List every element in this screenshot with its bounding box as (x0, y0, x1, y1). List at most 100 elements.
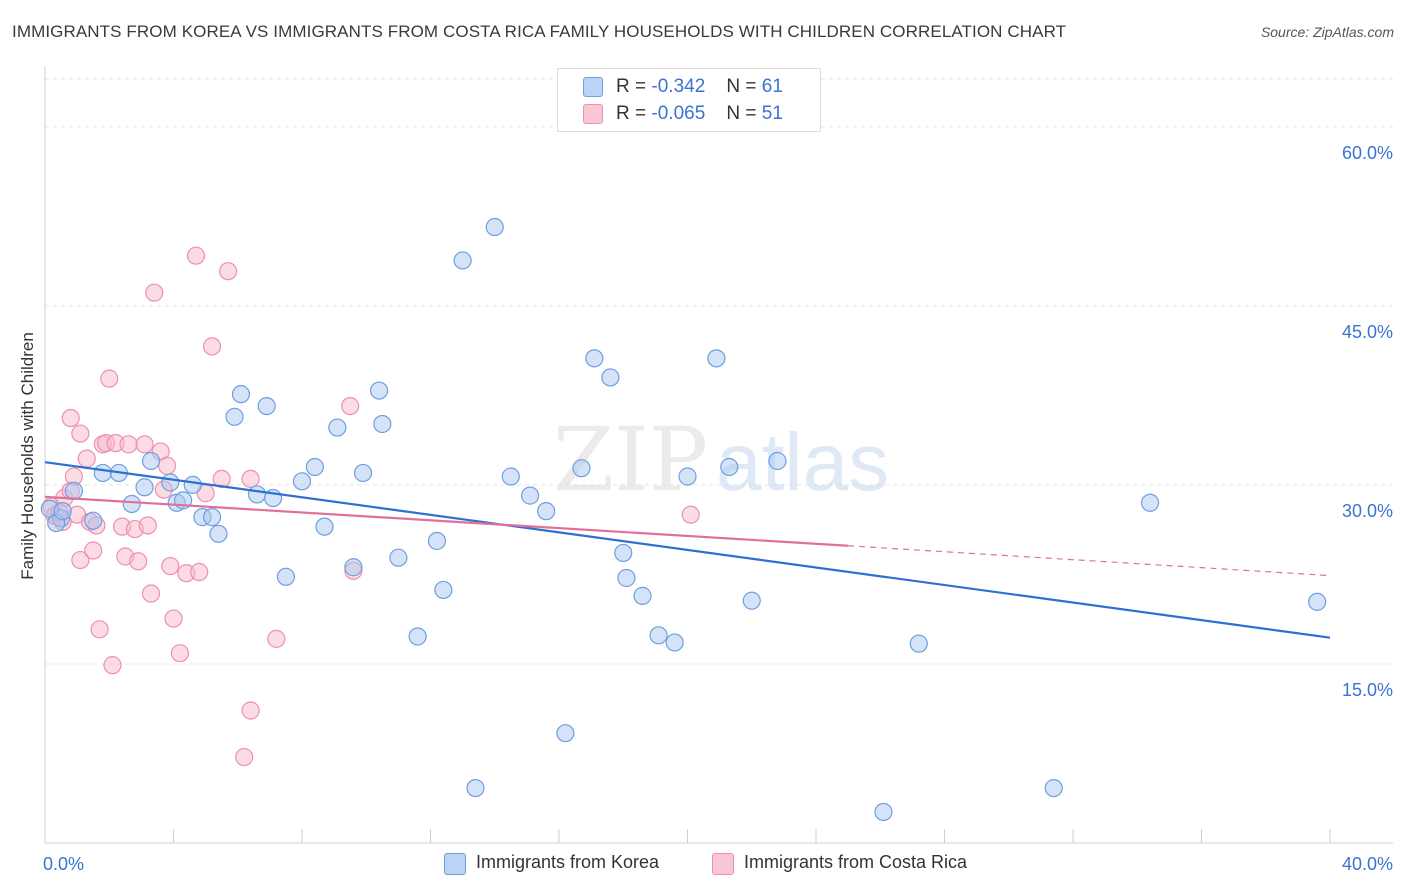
korea-point (434, 580, 453, 600)
costa-rica-point (100, 369, 119, 388)
costa-rica-point (90, 620, 109, 639)
costa-rica-point (84, 541, 103, 560)
korea-point (370, 381, 389, 400)
korea-point (427, 531, 447, 551)
korea-point (122, 494, 141, 514)
korea-point (315, 517, 334, 536)
korea-point (64, 481, 84, 500)
korea-point (344, 558, 363, 577)
gridlines (45, 78, 1393, 665)
korea-points (40, 217, 1327, 822)
x-tick-label: 0.0% (43, 854, 84, 874)
korea-point (292, 472, 312, 491)
legend-n-label: N = (726, 76, 757, 97)
y-tick-label: 45.0% (1342, 322, 1393, 342)
y-tick-label: 60.0% (1342, 143, 1393, 163)
correlation-legend: R = -0.342 N = 61 R = -0.065 N = 51 (557, 68, 821, 132)
y-tick-label: 30.0% (1342, 501, 1393, 521)
costa-rica-point (681, 505, 700, 524)
korea-point (633, 586, 652, 605)
korea-point (707, 349, 726, 368)
bottom-legend-costa-rica-label: Immigrants from Costa Rica (744, 852, 968, 872)
korea-point (678, 467, 697, 486)
watermark-zip: ZIP (553, 408, 708, 511)
korea-point (247, 485, 267, 504)
korea-point (353, 463, 373, 483)
costa-rica-point (145, 283, 164, 302)
x-tick-label: 40.0% (1342, 854, 1393, 874)
costa-rica-point (164, 609, 183, 628)
korea-point (209, 524, 228, 543)
korea-point (183, 475, 202, 494)
korea-point (93, 463, 112, 483)
korea-point (768, 451, 787, 471)
korea-point (501, 467, 520, 486)
korea-point (572, 459, 591, 478)
watermark-atlas: atlas (716, 417, 889, 508)
korea-point (257, 396, 276, 416)
costa-rica-point (170, 644, 190, 663)
korea-point (453, 251, 472, 270)
costa-rica-point (161, 556, 180, 576)
korea-point (909, 634, 928, 653)
costa-rica-point (241, 701, 260, 720)
bottom-legend-korea-label: Immigrants from Korea (476, 852, 660, 872)
korea-point (617, 568, 636, 588)
costa-rica-point (141, 584, 161, 603)
korea-point (720, 457, 739, 477)
costa-rica-point (103, 656, 122, 675)
korea-point (537, 502, 556, 521)
korea-point (585, 349, 604, 368)
costa-rica-point (77, 449, 96, 468)
costa-rica-point (341, 396, 360, 416)
costa-rica-point (61, 408, 80, 428)
costa-rica-trend-line (44, 495, 849, 547)
chart-title: IMMIGRANTS FROM KOREA VS IMMIGRANTS FROM… (12, 22, 1067, 41)
korea-point (53, 502, 72, 521)
costa-rica-point (138, 516, 157, 535)
korea-point (665, 633, 684, 652)
korea-point (614, 543, 633, 563)
costa-rica-point (129, 552, 148, 571)
korea-trend-line (44, 461, 1331, 639)
costa-rica-point (241, 469, 260, 489)
korea-point (328, 418, 347, 437)
costa-rica-swatch-icon (583, 104, 603, 124)
korea-point (601, 368, 620, 387)
korea-point (466, 778, 485, 798)
legend-korea-n: 61 (761, 76, 783, 97)
costa-rica-point (157, 456, 177, 475)
korea-point (161, 473, 180, 492)
korea-swatch-icon (444, 853, 466, 875)
trend-lines (44, 461, 1331, 639)
korea-point (84, 511, 103, 530)
axes (44, 66, 1393, 844)
costa-rica-point (135, 435, 154, 454)
korea-point (742, 591, 761, 610)
costa-rica-trend-extension (848, 545, 1331, 577)
korea-point (1140, 493, 1160, 512)
korea-swatch-icon (583, 77, 603, 97)
costa-rica-point (190, 562, 209, 582)
y-tick-label: 15.0% (1342, 680, 1393, 700)
korea-point (556, 724, 575, 743)
korea-point (373, 414, 392, 434)
legend-r-label: R = (616, 103, 647, 124)
costa-rica-point (186, 246, 206, 265)
korea-point (874, 802, 893, 822)
costa-rica-swatch-icon (712, 853, 734, 875)
costa-rica-point (235, 747, 254, 767)
costa-rica-point (119, 435, 138, 454)
legend-korea-r: -0.342 (651, 76, 706, 97)
costa-rica-point (219, 262, 238, 281)
costa-rica-point (202, 337, 222, 356)
korea-point (141, 451, 161, 471)
legend-costa-rica-r: -0.065 (651, 103, 706, 124)
costa-rica-point (71, 424, 90, 443)
korea-point (520, 486, 540, 505)
korea-point (202, 508, 222, 527)
korea-point (649, 626, 668, 645)
korea-point (231, 385, 251, 404)
korea-point (225, 407, 244, 426)
